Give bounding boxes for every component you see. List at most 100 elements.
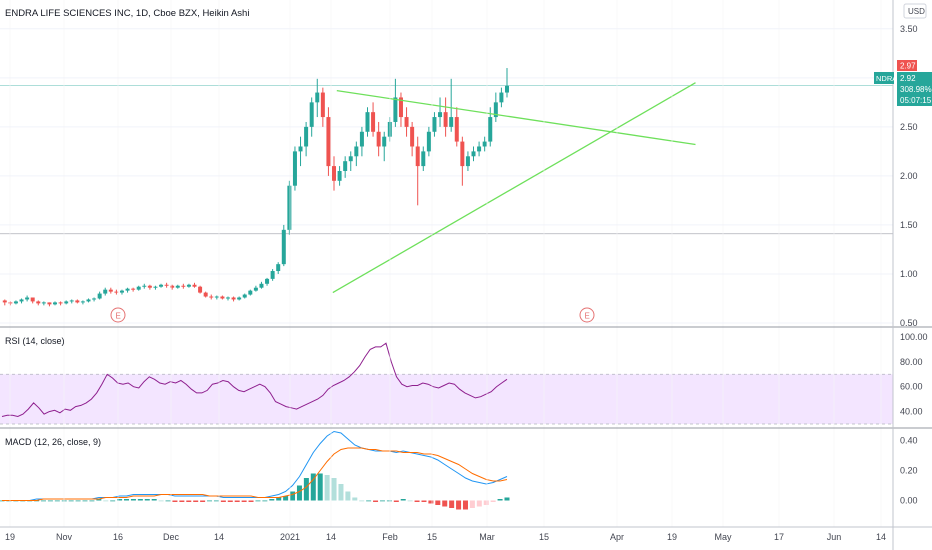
- candle-body[interactable]: [298, 146, 303, 152]
- candle-body[interactable]: [92, 298, 97, 300]
- candle-body[interactable]: [125, 288, 130, 291]
- candle-body[interactable]: [25, 297, 30, 300]
- candle-body[interactable]: [393, 97, 398, 122]
- candle-body[interactable]: [41, 302, 46, 304]
- candle-body[interactable]: [75, 300, 80, 303]
- candle-body[interactable]: [253, 287, 258, 291]
- macd-pane[interactable]: 0.40 0.20 0.00: [0, 430, 918, 510]
- rsi-pane[interactable]: 100.00 80.00 60.00 40.00: [0, 332, 928, 425]
- candle-body[interactable]: [53, 302, 58, 305]
- candle-body[interactable]: [348, 156, 353, 162]
- candle-body[interactable]: [19, 299, 24, 302]
- trendline-support[interactable]: [332, 82, 696, 294]
- candle-body[interactable]: [248, 290, 253, 295]
- candle-body[interactable]: [398, 97, 403, 118]
- candle-body[interactable]: [449, 117, 454, 127]
- candle-body[interactable]: [371, 112, 376, 132]
- candle-body[interactable]: [209, 296, 214, 298]
- candle-body[interactable]: [147, 285, 152, 288]
- candle-body[interactable]: [170, 285, 175, 288]
- candle-body[interactable]: [432, 117, 437, 132]
- candle-body[interactable]: [136, 286, 141, 290]
- candle-body[interactable]: [438, 112, 443, 118]
- candle-body[interactable]: [237, 297, 242, 300]
- candle-body[interactable]: [30, 297, 35, 302]
- candle-body[interactable]: [265, 278, 270, 284]
- candle-body[interactable]: [86, 299, 91, 302]
- candle-body[interactable]: [493, 102, 498, 118]
- rsi-line[interactable]: [1, 342, 508, 418]
- candle-body[interactable]: [292, 151, 297, 186]
- candle-body[interactable]: [114, 291, 119, 293]
- candle-body[interactable]: [164, 284, 169, 286]
- candle-body[interactable]: [13, 301, 18, 304]
- candle-body[interactable]: [415, 146, 420, 167]
- candle-body[interactable]: [58, 302, 63, 304]
- candle-body[interactable]: [231, 297, 236, 300]
- candle-body[interactable]: [460, 141, 465, 167]
- candle-body[interactable]: [198, 286, 203, 293]
- candle-body[interactable]: [2, 300, 7, 303]
- candle-body[interactable]: [337, 171, 342, 181]
- candle-body[interactable]: [421, 151, 426, 167]
- candle-body[interactable]: [80, 301, 85, 303]
- currency-box[interactable]: [903, 3, 927, 19]
- candle-body[interactable]: [354, 146, 359, 157]
- candle-body[interactable]: [225, 297, 230, 299]
- candle-body[interactable]: [365, 112, 370, 132]
- candle-body[interactable]: [175, 285, 180, 288]
- candle-body[interactable]: [103, 289, 108, 294]
- candle-body[interactable]: [488, 117, 493, 142]
- candle-body[interactable]: [97, 293, 102, 299]
- candle-body[interactable]: [181, 285, 186, 287]
- candle-body[interactable]: [482, 141, 487, 147]
- candle-body[interactable]: [376, 131, 381, 147]
- candle-body[interactable]: [404, 117, 409, 127]
- time-axis[interactable]: 19 Nov 16 Dec 14 2021 14 Feb 15 Mar 15 Apr 19 May 17 Ju…: [5, 0, 886, 542]
- candle-body[interactable]: [499, 92, 504, 103]
- candle-body[interactable]: [359, 131, 364, 147]
- candle-body[interactable]: [504, 85, 509, 93]
- candle-body[interactable]: [477, 146, 482, 152]
- candle-body[interactable]: [203, 292, 208, 297]
- candle-body[interactable]: [443, 112, 448, 127]
- earnings-marker[interactable]: E: [579, 307, 595, 323]
- price-pane[interactable]: 0.501.001.502.002.503.003.50: [0, 24, 918, 328]
- candle-body[interactable]: [454, 117, 459, 142]
- candle-body[interactable]: [186, 284, 191, 287]
- candle-body[interactable]: [36, 301, 41, 304]
- candle-body[interactable]: [214, 296, 219, 298]
- candle-body[interactable]: [142, 285, 147, 287]
- candle-body[interactable]: [159, 284, 164, 287]
- candle-body[interactable]: [426, 131, 431, 152]
- candle-body[interactable]: [47, 302, 52, 305]
- candle-body[interactable]: [465, 156, 470, 167]
- candle-body[interactable]: [8, 302, 13, 304]
- candle-body[interactable]: [343, 161, 348, 171]
- earnings-marker[interactable]: E: [110, 307, 126, 323]
- candle-body[interactable]: [131, 288, 136, 290]
- candle-body[interactable]: [192, 284, 197, 287]
- candle-body[interactable]: [119, 290, 124, 293]
- candle-body[interactable]: [270, 271, 275, 279]
- candle-body[interactable]: [108, 289, 113, 292]
- candle-body[interactable]: [281, 229, 286, 265]
- candle-body[interactable]: [320, 92, 325, 118]
- trendline-resistance[interactable]: [336, 89, 696, 146]
- candle-body[interactable]: [153, 286, 158, 288]
- candle-body[interactable]: [304, 126, 309, 147]
- candle-body[interactable]: [242, 294, 247, 298]
- candle-body[interactable]: [326, 117, 331, 167]
- candle-body[interactable]: [259, 283, 264, 288]
- candle-body[interactable]: [64, 301, 69, 304]
- candle-body[interactable]: [220, 296, 225, 299]
- candle-body[interactable]: [276, 264, 281, 272]
- candle-body[interactable]: [287, 185, 292, 230]
- candle-body[interactable]: [315, 92, 320, 103]
- candle-body[interactable]: [332, 166, 337, 181]
- candle-body[interactable]: [471, 151, 476, 157]
- candle-body[interactable]: [309, 102, 314, 127]
- signal-line[interactable]: [2, 447, 508, 501]
- candle-body[interactable]: [410, 126, 415, 147]
